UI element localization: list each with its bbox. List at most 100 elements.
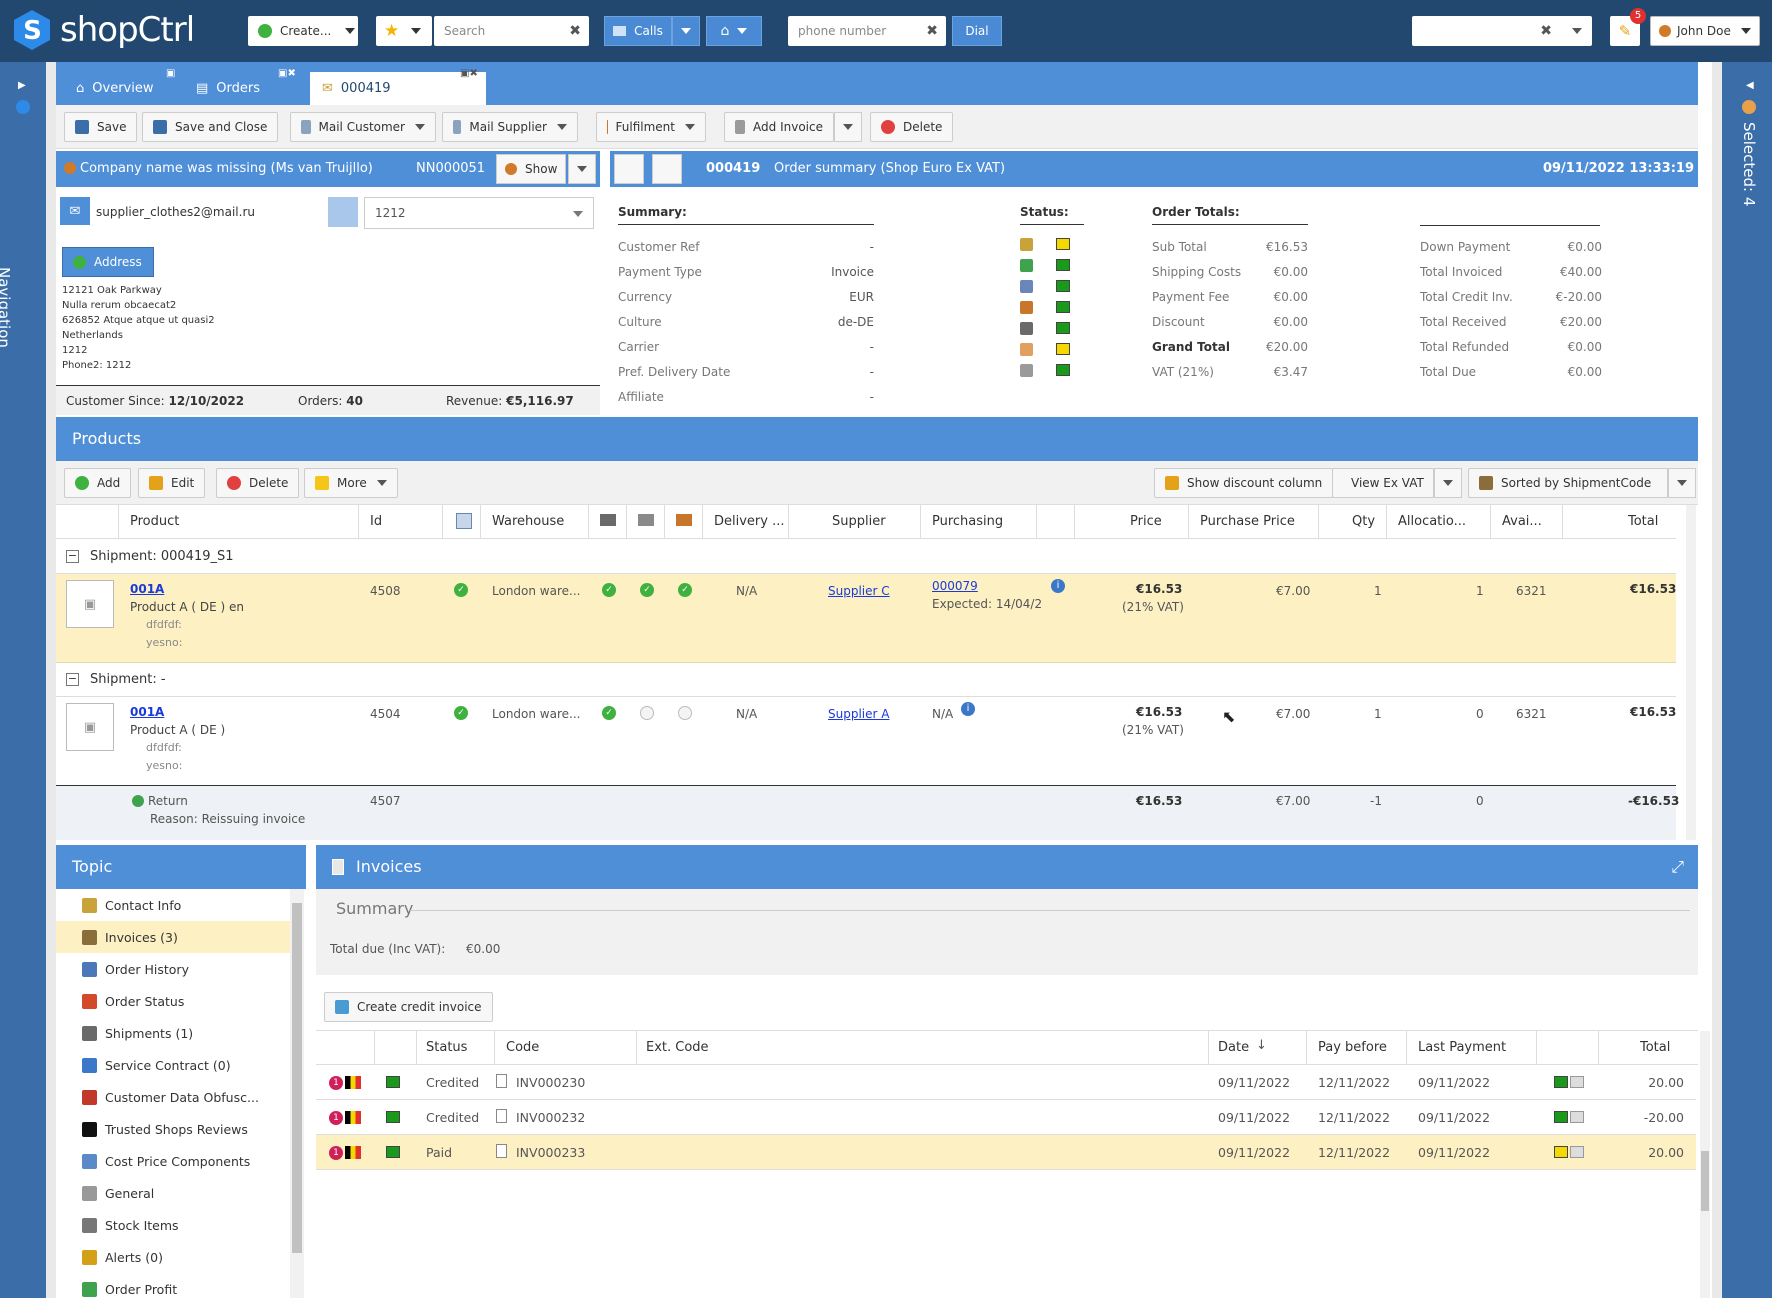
col-available[interactable]: Avai... (1502, 514, 1542, 529)
col-status[interactable]: Status (426, 1040, 468, 1055)
col-purchase-price[interactable]: Purchase Price (1200, 514, 1295, 529)
mail-supplier-button[interactable]: Mail Supplier (442, 112, 578, 142)
customer-phone-select[interactable]: 1212 (364, 197, 594, 229)
save-button[interactable]: Save (64, 112, 138, 142)
info-icon[interactable]: i (961, 702, 975, 716)
topic-item[interactable]: Invoices (3) (56, 921, 290, 953)
col-last-payment[interactable]: Last Payment (1418, 1040, 1507, 1055)
customer-name[interactable]: Company name was missing (Ms van Truijll… (80, 161, 373, 176)
clear-search-icon[interactable]: ✖ (569, 23, 581, 39)
col-price[interactable]: Price (1130, 514, 1162, 529)
topic-item[interactable]: Order History (56, 953, 290, 985)
delete-product-button[interactable]: Delete (216, 468, 300, 498)
col-delivery[interactable]: Delivery ... (714, 514, 785, 529)
expand-icon[interactable]: ⤢ (1671, 857, 1684, 876)
topic-scrollbar[interactable] (290, 889, 304, 1298)
col-pay-before[interactable]: Pay before (1318, 1040, 1387, 1055)
add-invoice-button[interactable]: Add Invoice (724, 112, 834, 142)
dial-button[interactable]: Dial (952, 16, 1002, 46)
col-id[interactable]: Id (370, 514, 383, 529)
expand-selected-icon[interactable]: ◀ (1746, 80, 1754, 91)
edit-product-button[interactable]: Edit (138, 468, 206, 498)
collapse-icon[interactable]: − (66, 549, 79, 563)
topic-item[interactable]: Trusted Shops Reviews (56, 1113, 290, 1145)
col-total[interactable]: Total (1640, 1040, 1671, 1055)
topic-item[interactable]: Alerts (0) (56, 1241, 290, 1273)
topic-item[interactable]: Cost Price Components (56, 1145, 290, 1177)
email-icon[interactable]: ✉ (60, 197, 90, 225)
invoice-row[interactable]: 1 Credited INV000232 09/11/2022 12/11/20… (316, 1100, 1696, 1135)
invoice-row[interactable]: 1 Paid INV000233 09/11/2022 12/11/2022 0… (316, 1135, 1696, 1170)
tab-order-000419[interactable]: ✉ 000419 (310, 72, 486, 105)
col-code[interactable]: Code (506, 1040, 540, 1055)
supplier-link[interactable]: Supplier C (828, 584, 890, 598)
invoice-code[interactable]: INV000230 (516, 1075, 586, 1090)
phone-number-input[interactable]: phone number ✖ (788, 16, 946, 46)
sort-desc-icon[interactable]: ↓ (1256, 1038, 1267, 1053)
fulfilment-button[interactable]: Fulfilment (596, 112, 706, 142)
invoice-code[interactable]: INV000233 (516, 1145, 586, 1160)
tab-menu-icon[interactable]: ▣ (166, 68, 176, 79)
add-invoice-dropdown[interactable] (834, 112, 862, 142)
show-dropdown[interactable] (568, 154, 596, 184)
topic-scroll-thumb[interactable] (292, 903, 302, 1253)
invoices-scrollbar[interactable] (1700, 1031, 1710, 1298)
calls-dropdown[interactable] (672, 16, 700, 46)
product-row[interactable]: ▣ 001A Product A ( DE ) en dfdfdf: yesno… (56, 574, 1676, 663)
topic-item[interactable]: Order Profit (56, 1273, 290, 1305)
shipment-group-row[interactable]: − Shipment: - (56, 663, 1676, 697)
product-row[interactable]: ▣ 001A Product A ( DE ) dfdfdf: yesno: 4… (56, 697, 1676, 786)
sorted-by-button[interactable]: Sorted by ShipmentCode (1468, 468, 1668, 498)
delete-button[interactable]: Delete (870, 112, 954, 142)
customer-email[interactable]: supplier_clothes2@mail.ru (96, 205, 255, 219)
create-credit-invoice-button[interactable]: Create credit invoice (324, 992, 493, 1022)
expand-nav-icon[interactable]: ▶ (18, 80, 26, 91)
topic-item[interactable]: Contact Info (56, 889, 290, 921)
topic-item[interactable]: General (56, 1177, 290, 1209)
sorted-by-dropdown[interactable] (1668, 468, 1696, 498)
clear-select-icon[interactable]: ✖ (1540, 23, 1552, 39)
favorites-dropdown[interactable]: ★ (376, 16, 432, 46)
address-button[interactable]: Address (62, 247, 154, 277)
context-select[interactable]: ✖ (1412, 16, 1592, 46)
collapse-icon[interactable]: − (66, 672, 79, 686)
user-menu[interactable]: John Doe (1650, 16, 1760, 46)
notifications-button[interactable]: ✎ 5 (1610, 8, 1646, 46)
topic-item[interactable]: Customer Data Obfusc... (56, 1081, 290, 1113)
purchasing-link[interactable]: 000079 (932, 579, 978, 593)
product-code-link[interactable]: 001A (130, 705, 165, 719)
left-splitter[interactable] (46, 62, 56, 1298)
tab-close-icon[interactable]: ▣✖ (460, 68, 478, 79)
save-close-button[interactable]: Save and Close (142, 112, 279, 142)
topic-item[interactable]: Shipments (1) (56, 1017, 290, 1049)
topic-item[interactable]: Order Status (56, 985, 290, 1017)
tab-close-icon[interactable]: ▣✖ (278, 68, 296, 79)
col-warehouse[interactable]: Warehouse (492, 514, 565, 529)
selected-sidebar[interactable]: ◀ Selected: 4 (1722, 62, 1772, 1298)
create-dropdown[interactable]: Create... (248, 16, 358, 46)
show-button[interactable]: Show (496, 154, 566, 184)
mail-customer-button[interactable]: Mail Customer (290, 112, 436, 142)
invoices-scroll-thumb[interactable] (1701, 1151, 1709, 1211)
col-qty[interactable]: Qty (1352, 514, 1376, 529)
products-scrollbar[interactable] (1686, 505, 1696, 840)
view-ex-vat-button[interactable]: View Ex VAT (1332, 468, 1434, 498)
show-discount-button[interactable]: Show discount column (1154, 468, 1334, 498)
invoice-code[interactable]: INV000232 (516, 1110, 586, 1125)
col-ext-code[interactable]: Ext. Code (646, 1040, 709, 1055)
product-code-link[interactable]: 001A (130, 582, 165, 596)
col-purchasing[interactable]: Purchasing (932, 514, 1004, 529)
more-button[interactable]: More (304, 468, 398, 498)
navigation-sidebar[interactable]: ▶ Navigation (0, 62, 46, 1298)
add-product-button[interactable]: Add (64, 468, 132, 498)
col-allocation[interactable]: Allocatio... (1398, 514, 1467, 529)
tab-overview[interactable]: ⌂ Overview (64, 72, 165, 105)
right-splitter[interactable] (1712, 62, 1722, 1298)
invoice-row[interactable]: 1 Credited INV000230 09/11/2022 12/11/20… (316, 1065, 1696, 1100)
flag-icon[interactable] (652, 154, 682, 184)
home-dropdown[interactable]: ⌂ (706, 16, 762, 46)
basket-icon[interactable] (614, 154, 644, 184)
app-logo[interactable]: S shopCtrl (10, 6, 195, 54)
clear-phone-icon[interactable]: ✖ (926, 23, 938, 39)
topic-item[interactable]: Stock Items (56, 1209, 290, 1241)
